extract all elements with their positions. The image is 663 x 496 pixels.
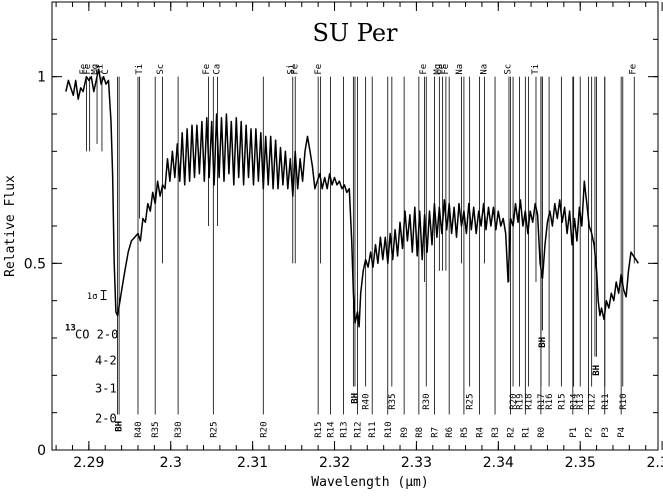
co_2_0-label: R0 [537, 427, 547, 438]
co_3_1-label: R12 [588, 393, 598, 409]
co_2_0-label: R30 [174, 421, 184, 437]
atomic-line-label: Fe [83, 64, 93, 75]
x-tick-label: 2.33 [401, 455, 432, 471]
band-label-isotope: 13 [65, 323, 76, 333]
co_2_0-label: R4 [475, 427, 485, 438]
co_4_2-bandhead-label: BH [592, 365, 602, 376]
co_3_1-label: R14 [570, 393, 580, 409]
x-tick-label: 2.34 [483, 455, 514, 471]
band-label: 2-0 [95, 411, 117, 425]
co_2_0-label: R20 [259, 421, 269, 437]
co_3_1-bandhead-label: BH [350, 393, 360, 404]
spectrum-series [65, 68, 639, 328]
co_3_1-label: R19 [516, 393, 526, 409]
co_2_0-label: R11 [368, 421, 378, 437]
atomic-line-label: Na [455, 64, 465, 75]
co_2_0-label: R6 [445, 427, 455, 438]
atomic-line-label: Fe [629, 64, 639, 75]
co_2_0-label: R35 [151, 421, 161, 437]
atomic-line-label: Mg [91, 64, 101, 75]
tick-labels: 2.29 2.3 2.31 2.32 2.33 2.34 2.35 2.36 0 0.5 1 [24, 70, 663, 471]
atomic-line-label: Na [480, 64, 490, 75]
error-bar-label: 1σ [87, 292, 98, 302]
atomic-line-label: Ti [95, 64, 105, 75]
x-tick-label: 2.29 [73, 455, 104, 471]
co_2_0-bandhead-label: BH [115, 421, 125, 432]
band-label: 3-1 [95, 381, 117, 395]
atomic-line-label: Fe [441, 64, 451, 75]
co_2_0-label: R2 [507, 427, 517, 438]
co_3_1-label: R18 [525, 393, 535, 409]
band-label: 4-2 [95, 353, 117, 367]
x-tick-label: 2.32 [319, 455, 350, 471]
co_2_0-label: R8 [415, 427, 425, 438]
co_2_0-label: R15 [314, 421, 324, 437]
co_2_0-label: R12 [353, 421, 363, 437]
atomic-line-label: Fe [437, 64, 447, 75]
atomic-line-label: Ti [531, 64, 541, 75]
co_2_0-label: P2 [584, 427, 594, 438]
co_3_1-label: R35 [388, 393, 398, 409]
atomic-line-label: Fe [290, 64, 300, 75]
co_3_1-label: R30 [422, 393, 432, 409]
co_2_0-label: R14 [326, 421, 336, 437]
atomic-line-label: C [101, 69, 111, 74]
atomic-line-label: Fe [79, 64, 89, 75]
x-tick-label: 2.31 [237, 455, 268, 471]
co_2_0-label: R25 [209, 421, 219, 437]
atomic-line-label: Sc [156, 64, 166, 75]
y-tick-label: 0 [37, 443, 46, 459]
co_3_1-label: R25 [466, 393, 476, 409]
co_3_1-label: R20 [509, 393, 519, 409]
band-label: CO 2-0 [75, 327, 118, 341]
co_2_0-label: R5 [460, 427, 470, 438]
x-tick-label: 2.35 [565, 455, 596, 471]
spectrum-layer: 1σ [65, 68, 639, 328]
atomic-line-label: Si [286, 64, 296, 75]
atomic-line-label: Fe [419, 64, 429, 75]
y-axis-title: Relative Flux [3, 175, 18, 277]
co_2_0-label: R40 [134, 421, 144, 437]
co_3_1-label: R13 [576, 393, 586, 409]
co_2_0-label: R1 [521, 427, 531, 438]
y-tick-label: 1 [37, 70, 46, 86]
atomic-line-label: Ca [213, 64, 223, 75]
co_3_1-label: R15 [557, 393, 567, 409]
co_3_1-label: R17 [537, 393, 547, 409]
x-axis-title: Wavelength (μm) [311, 475, 428, 490]
co_2_0-label: R7 [430, 427, 440, 438]
co_2_0-label: P3 [601, 427, 611, 438]
co_2_0-label: P4 [617, 427, 627, 438]
band-labels: 13 CO 2-0 4-2 3-1 2-0 [65, 323, 118, 425]
atomic-line-label: Ti [135, 64, 145, 75]
co_2_0-label: R3 [491, 427, 501, 438]
co_2_0-label: P1 [569, 427, 579, 438]
atomic-line-label: Sc [503, 64, 513, 75]
chart-title: SU Per [312, 19, 398, 47]
co_2_0-label: R10 [384, 421, 394, 437]
co_2_0-label: R13 [340, 421, 350, 437]
co_3_1-label: R16 [545, 393, 555, 409]
co_13-bandhead-label: BH [538, 337, 548, 348]
x-tick-label: 2.36 [647, 455, 663, 471]
atomic-line-label: Fe [314, 64, 324, 75]
atomic-line-label: Mg [433, 64, 443, 75]
axes-frame [51, 1, 663, 451]
y-tick-label: 0.5 [24, 256, 46, 272]
co_3_1-label: R10 [619, 393, 629, 409]
co_3_1-label: R11 [601, 393, 611, 409]
co_3_1-label: R40 [362, 393, 372, 409]
co_2_0-label: R9 [400, 427, 410, 438]
atomic-line-label: Fe [202, 64, 212, 75]
x-tick-label: 2.3 [160, 455, 182, 471]
